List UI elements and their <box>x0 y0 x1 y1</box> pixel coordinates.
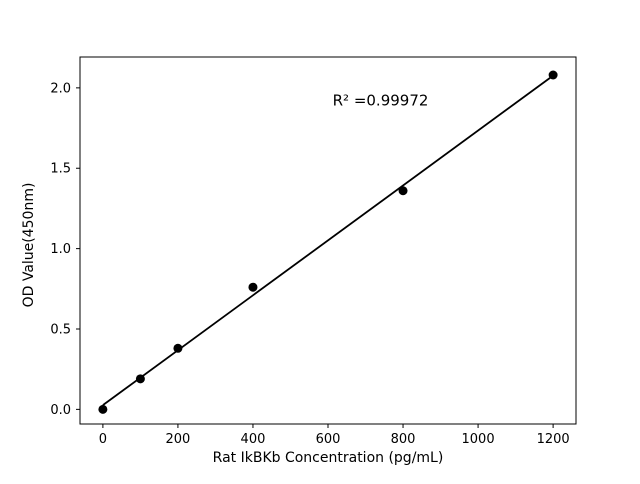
x-tick-label: 600 <box>316 432 341 447</box>
r-squared-annotation: R² =0.99972 <box>333 92 429 110</box>
data-point <box>135 374 145 384</box>
x-tick-label: 200 <box>166 432 191 447</box>
y-axis-ticks: 0.0 0.5 1.0 1.5 2.0 <box>50 81 80 418</box>
x-tick-label: 800 <box>391 432 416 447</box>
x-tick-label: 1200 <box>537 432 570 447</box>
data-series <box>98 70 558 414</box>
x-tick-label: 0 <box>99 432 107 447</box>
x-tick-label: 400 <box>241 432 266 447</box>
y-axis-label: OD Value(450nm) <box>21 183 37 308</box>
y-tick-label: 0.5 <box>50 322 71 337</box>
data-point <box>548 70 558 80</box>
y-tick-label: 1.5 <box>50 162 71 177</box>
y-tick-label: 1.0 <box>50 242 71 257</box>
data-point <box>248 282 258 292</box>
x-axis-ticks: 0 200 400 600 800 1000 1200 <box>99 424 570 447</box>
fit-line <box>102 74 554 406</box>
data-point <box>173 343 183 353</box>
y-tick-label: 2.0 <box>50 81 71 96</box>
x-tick-label: 1000 <box>462 432 495 447</box>
x-axis-label: Rat IkBKb Concentration (pg/mL) <box>213 450 444 466</box>
data-point <box>98 404 108 414</box>
y-tick-label: 0.0 <box>50 403 71 418</box>
data-point <box>398 186 408 196</box>
